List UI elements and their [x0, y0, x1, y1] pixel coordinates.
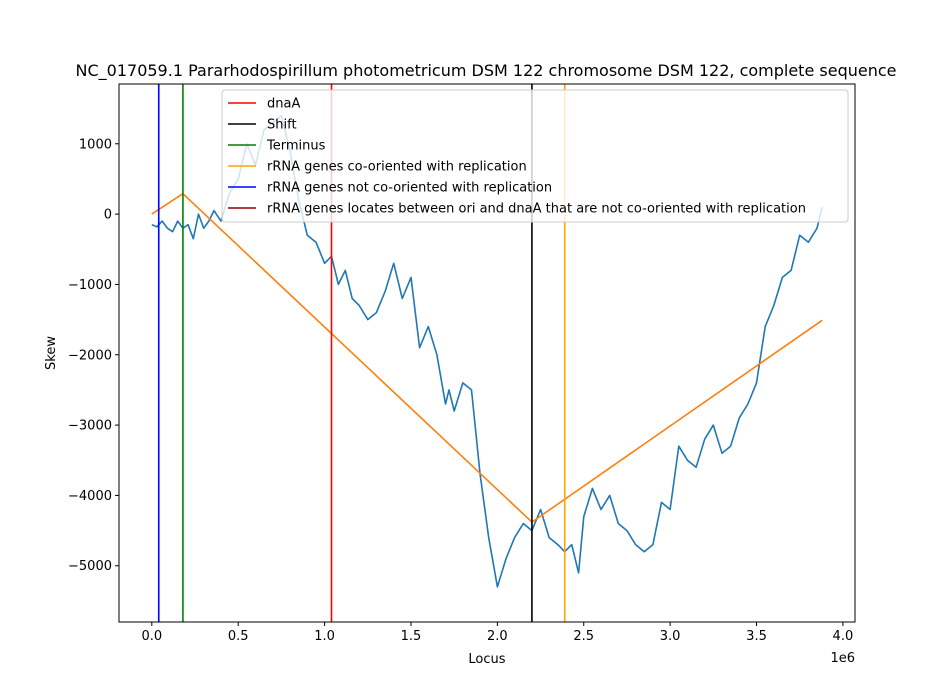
y-tick-label: 1000	[79, 137, 112, 152]
y-tick-label: −5000	[68, 559, 112, 574]
legend: dnaA Shift Terminus rRNA genes co-oriented …	[221, 89, 849, 223]
y-tick-label: −1000	[68, 278, 112, 293]
x-tick-label: 1.0	[314, 629, 335, 644]
x-tick-label: 4.0	[833, 629, 854, 644]
x-axis: 0.0 0.5 1.0 1.5 2.0 2.5 3.0 3.5 4.0	[141, 622, 853, 644]
legend-box	[221, 89, 849, 223]
series-line-2	[151, 192, 823, 523]
chart-title: NC_017059.1 Pararhodospirillum photometr…	[76, 61, 897, 81]
x-axis-offset-label: 1e6	[830, 651, 855, 666]
legend-entry: rRNA genes locates between ori and dnaA …	[267, 202, 806, 217]
y-tick-label: 0	[104, 208, 112, 223]
x-axis-label: Locus	[468, 652, 505, 667]
legend-entry: rRNA genes co-oriented with replication	[267, 160, 527, 175]
y-tick-label: −4000	[68, 489, 112, 504]
legend-entry: Shift	[267, 118, 297, 133]
y-axis-label: Skew	[44, 336, 59, 370]
y-tick-label: −3000	[68, 419, 112, 434]
x-tick-label: 1.5	[401, 629, 422, 644]
y-tick-label: −2000	[68, 348, 112, 363]
x-tick-label: 0.5	[228, 629, 249, 644]
legend-entry: Terminus	[266, 139, 326, 154]
axes-frame	[118, 83, 856, 623]
legend-entry: dnaA	[267, 97, 300, 112]
y-axis: 1000 0 −1000 −2000 −3000 −4000 −5000	[68, 137, 119, 574]
x-tick-label: 2.5	[573, 629, 594, 644]
legend-entry: rRNA genes not co-oriented with replicat…	[267, 181, 552, 196]
x-tick-label: 2.0	[487, 629, 508, 644]
x-tick-label: 3.5	[746, 629, 767, 644]
x-tick-label: 0.0	[141, 629, 162, 644]
x-tick-label: 3.0	[660, 629, 681, 644]
